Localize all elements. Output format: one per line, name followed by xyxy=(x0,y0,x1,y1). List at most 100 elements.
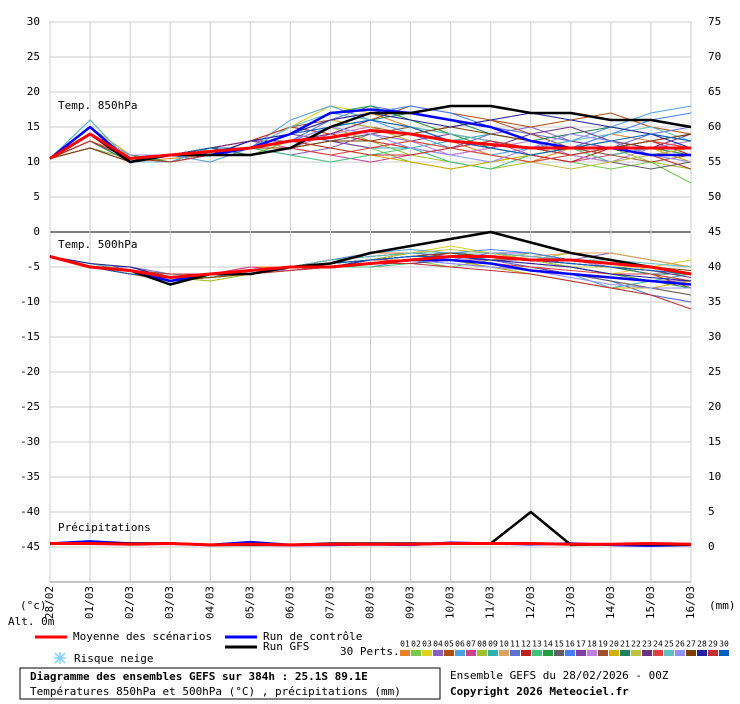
legend-label: 30 Perts. xyxy=(340,645,400,658)
legend-swatch xyxy=(433,650,443,656)
y-tick-label: -40 xyxy=(20,505,40,518)
legend-label: 09 xyxy=(488,640,498,649)
y2-tick-label: 20 xyxy=(708,400,721,413)
x-tick-label: 11/03 xyxy=(484,586,497,619)
legend-label: 30 xyxy=(719,640,729,649)
y-tick-label: -15 xyxy=(20,330,40,343)
altitude: Alt. 0m xyxy=(8,615,55,628)
snow-icon xyxy=(54,652,66,664)
legend-swatch xyxy=(510,650,520,656)
unit-left: (°c) xyxy=(20,599,47,612)
y-tick-label: 20 xyxy=(27,85,40,98)
legend-label: 16 xyxy=(565,640,575,649)
y-tick-label: -10 xyxy=(20,295,40,308)
y-tick-label: 25 xyxy=(27,50,40,63)
legend-swatch xyxy=(587,650,597,656)
legend-label: 18 xyxy=(587,640,597,649)
x-tick-label: 10/03 xyxy=(444,586,457,619)
legend-label: 04 xyxy=(433,640,443,649)
series-line xyxy=(49,140,692,170)
footer-subtitle: Températures 850hPa et 500hPa (°C) , pré… xyxy=(30,685,401,698)
legend-swatch xyxy=(521,650,531,656)
y2-tick-label: 5 xyxy=(708,505,715,518)
x-tick-label: 09/03 xyxy=(404,586,417,619)
y2-tick-label: 15 xyxy=(708,435,721,448)
legend-label: 25 xyxy=(664,640,674,649)
legend-swatch xyxy=(609,650,619,656)
y2-tick-label: 55 xyxy=(708,155,721,168)
x-tick-label: 07/03 xyxy=(323,586,336,619)
legend-swatch xyxy=(642,650,652,656)
legend-swatch xyxy=(400,650,410,656)
legend-label: 06 xyxy=(455,640,465,649)
legend-swatch xyxy=(543,650,553,656)
x-tick-label: 12/03 xyxy=(524,586,537,619)
legend-label: 08 xyxy=(477,640,487,649)
legend-swatch xyxy=(631,650,641,656)
series-line xyxy=(49,230,692,286)
legend-label: 19 xyxy=(598,640,608,649)
legend-label: 11 xyxy=(510,640,520,649)
legend-label: 10 xyxy=(499,640,509,649)
x-tick-label: 14/03 xyxy=(604,586,617,619)
x-tick-label: 08/03 xyxy=(364,586,377,619)
legend-label: 27 xyxy=(686,640,696,649)
legend-swatch xyxy=(444,650,454,656)
x-tick-label: 04/03 xyxy=(203,586,216,619)
legend-swatch xyxy=(532,650,542,656)
legend-label: 07 xyxy=(466,640,476,649)
legend-swatch xyxy=(675,650,685,656)
legend-swatch xyxy=(653,650,663,656)
x-tick-label: 05/03 xyxy=(243,586,256,619)
legend-label: 13 xyxy=(532,640,542,649)
legend-label: 26 xyxy=(675,640,685,649)
legend-label: 15 xyxy=(554,640,564,649)
legend-label: 05 xyxy=(444,640,454,649)
x-tick-label: 01/03 xyxy=(83,586,96,619)
y-tick-label: 15 xyxy=(27,120,40,133)
legend-label: 23 xyxy=(642,640,652,649)
y-tick-label: -25 xyxy=(20,400,40,413)
legend-label: 17 xyxy=(576,640,586,649)
legend-label: 12 xyxy=(521,640,531,649)
legend-swatch xyxy=(477,650,487,656)
legend-swatch xyxy=(708,650,718,656)
series-line xyxy=(49,255,692,279)
legend-label: 20 xyxy=(609,640,619,649)
legend-label: 29 xyxy=(708,640,718,649)
y2-tick-label: 45 xyxy=(708,225,721,238)
legend-label: 24 xyxy=(653,640,663,649)
legend-swatch xyxy=(411,650,421,656)
y2-tick-label: 35 xyxy=(708,295,721,308)
legend-label: 28 xyxy=(697,640,707,649)
lines xyxy=(49,104,692,547)
legend-label: 01 xyxy=(400,640,410,649)
x-tick-label: 16/03 xyxy=(684,586,697,619)
y-tick-label: -5 xyxy=(27,260,40,273)
legend-label: 02 xyxy=(411,640,421,649)
x-tick-label: 02/03 xyxy=(123,586,136,619)
legend-label: Moyenne des scénarios xyxy=(73,630,212,643)
series-line xyxy=(49,129,691,160)
y2-tick-label: 50 xyxy=(708,190,721,203)
series-line xyxy=(50,542,692,547)
y-tick-label: -45 xyxy=(20,540,40,553)
legend-swatch xyxy=(664,650,674,656)
y2-tick-label: 60 xyxy=(708,120,721,133)
y-tick-label: 0 xyxy=(33,225,40,238)
footer-box xyxy=(19,667,441,700)
run-info: Ensemble GEFS du 28/02/2026 - 00Z xyxy=(450,669,669,682)
legend-swatch xyxy=(719,650,729,656)
x-tick-label: 15/03 xyxy=(644,586,657,619)
legend: Risque neige 30 Perts. Moyenne des scéna… xyxy=(35,630,729,665)
x-tick-label: 03/03 xyxy=(163,586,176,619)
y2-tick-label: 25 xyxy=(708,365,721,378)
y2-tick-label: 40 xyxy=(708,260,721,273)
legend-label: 03 xyxy=(422,640,432,649)
legend-swatch xyxy=(554,650,564,656)
y2-tick-label: 65 xyxy=(708,85,721,98)
legend-swatch xyxy=(576,650,586,656)
y-tick-label: -20 xyxy=(20,365,40,378)
legend-swatch xyxy=(697,650,707,656)
